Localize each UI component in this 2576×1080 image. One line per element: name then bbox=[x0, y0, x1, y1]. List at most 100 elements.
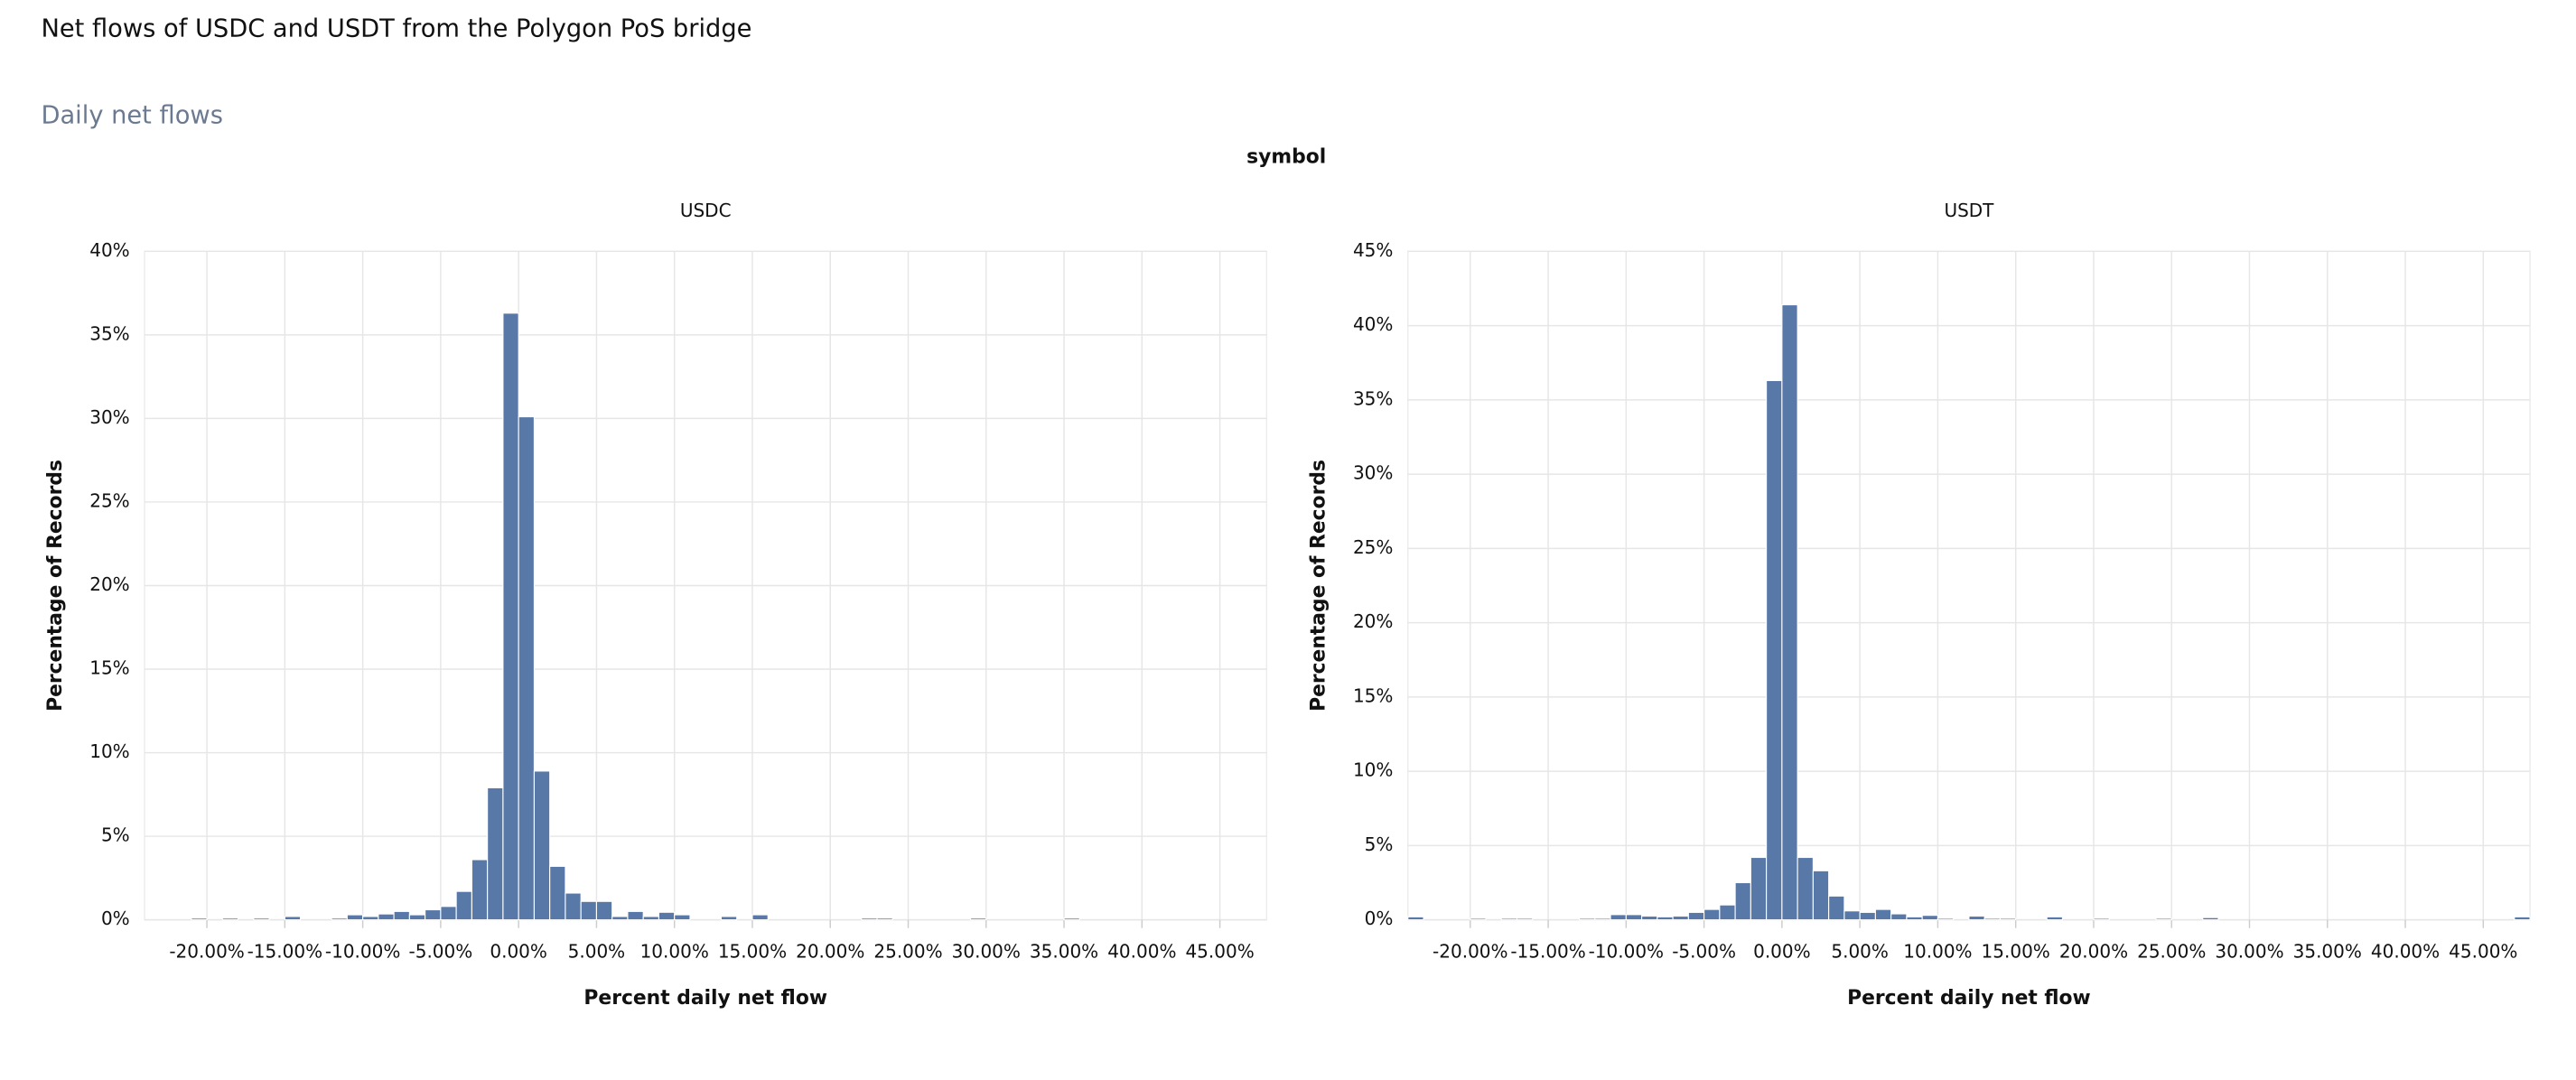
y-tick-label: 0% bbox=[1365, 908, 1394, 929]
x-tick-label: -10.00% bbox=[325, 940, 400, 962]
bar bbox=[1641, 915, 1658, 921]
x-tick-label: 45.00% bbox=[1185, 940, 1254, 962]
x-tick-label: -5.00% bbox=[409, 940, 473, 962]
bar bbox=[2093, 917, 2110, 921]
bar bbox=[2155, 917, 2172, 921]
x-tick-label: 35.00% bbox=[2293, 940, 2362, 962]
bar bbox=[1672, 915, 1689, 921]
bar bbox=[502, 312, 519, 921]
x-tick-label: 40.00% bbox=[2371, 940, 2440, 962]
x-tick-label: 35.00% bbox=[1030, 940, 1098, 962]
y-tick-label: 30% bbox=[89, 406, 129, 428]
bar bbox=[1063, 917, 1080, 921]
bar bbox=[1719, 904, 1736, 921]
bar bbox=[565, 892, 582, 921]
y-tick-label: 5% bbox=[101, 824, 130, 846]
bar bbox=[861, 917, 878, 921]
bar bbox=[1968, 915, 1985, 921]
bar bbox=[346, 914, 364, 921]
panel-title: USDT bbox=[1944, 200, 1994, 221]
bar bbox=[1906, 916, 1923, 921]
x-tick-label: -5.00% bbox=[1672, 940, 1736, 962]
page-title: Net flows of USDC and USDT from the Poly… bbox=[41, 14, 751, 42]
bar bbox=[1937, 917, 1955, 921]
y-tick-label: 0% bbox=[101, 908, 130, 929]
y-tick-label: 15% bbox=[1353, 684, 1393, 706]
bar bbox=[1517, 917, 1534, 921]
bar bbox=[408, 914, 426, 921]
x-tick-label: 30.00% bbox=[952, 940, 1021, 962]
bar bbox=[1407, 916, 1424, 921]
bar bbox=[642, 916, 659, 921]
y-tick-label: 20% bbox=[89, 573, 129, 595]
bar bbox=[455, 890, 472, 921]
bar bbox=[2046, 916, 2063, 921]
facet-title: symbol bbox=[1246, 146, 1326, 169]
bar bbox=[876, 917, 893, 921]
x-tick-label: 25.00% bbox=[873, 940, 942, 962]
y-tick-label: 40% bbox=[1353, 313, 1393, 335]
bar bbox=[627, 910, 644, 921]
bar bbox=[2514, 916, 2531, 921]
panel-title: USDC bbox=[680, 200, 732, 221]
bar bbox=[533, 770, 551, 921]
x-tick-label: -20.00% bbox=[1433, 940, 1507, 962]
bar bbox=[221, 917, 239, 921]
x-tick-label: 10.00% bbox=[640, 940, 709, 962]
bar bbox=[1500, 917, 1518, 921]
y-tick-label: 15% bbox=[89, 657, 129, 679]
y-axis-label: Percentage of Records bbox=[1308, 460, 1330, 712]
x-tick-label: 15.00% bbox=[1982, 940, 2050, 962]
bar bbox=[1812, 870, 1830, 921]
bar bbox=[1687, 911, 1705, 921]
subtitle: Daily net flows bbox=[41, 102, 222, 130]
bar bbox=[440, 906, 457, 921]
y-tick-label: 35% bbox=[1353, 387, 1393, 409]
x-tick-label: 20.00% bbox=[2059, 940, 2128, 962]
bar bbox=[518, 416, 535, 921]
x-tick-label: -10.00% bbox=[1589, 940, 1664, 962]
x-tick-label: 15.00% bbox=[718, 940, 787, 962]
y-tick-label: 25% bbox=[1353, 536, 1393, 558]
bar bbox=[751, 914, 769, 921]
bar bbox=[658, 911, 676, 921]
bar bbox=[331, 917, 348, 921]
bar bbox=[1766, 379, 1783, 921]
bar bbox=[191, 917, 208, 921]
bar bbox=[1781, 304, 1798, 921]
x-tick-label: 30.00% bbox=[2215, 940, 2283, 962]
bar bbox=[1625, 914, 1643, 921]
bar bbox=[674, 914, 691, 921]
x-tick-label: 0.00% bbox=[1753, 940, 1811, 962]
bar bbox=[1579, 917, 1596, 921]
bar bbox=[1859, 911, 1876, 921]
bar bbox=[969, 917, 987, 921]
bar bbox=[1843, 910, 1861, 921]
bar bbox=[1470, 917, 1487, 921]
bar bbox=[580, 900, 597, 921]
bar bbox=[611, 916, 629, 921]
x-tick-label: -20.00% bbox=[169, 940, 244, 962]
bar bbox=[487, 787, 504, 921]
bar bbox=[253, 917, 270, 921]
y-tick-label: 20% bbox=[1353, 610, 1393, 632]
x-tick-label: 45.00% bbox=[2449, 940, 2517, 962]
y-tick-label: 25% bbox=[89, 489, 129, 511]
bar bbox=[549, 865, 566, 921]
bar bbox=[1750, 856, 1768, 921]
bar bbox=[1594, 917, 1611, 921]
bar bbox=[595, 900, 613, 921]
bar bbox=[1999, 917, 2017, 921]
bar bbox=[2202, 917, 2219, 921]
x-tick-label: 40.00% bbox=[1107, 940, 1176, 962]
bar bbox=[362, 916, 379, 921]
y-tick-label: 45% bbox=[1353, 239, 1393, 261]
bar bbox=[471, 859, 489, 921]
y-tick-label: 40% bbox=[89, 239, 129, 261]
x-axis-label: Percent daily net flow bbox=[583, 987, 827, 1010]
y-tick-label: 10% bbox=[1353, 759, 1393, 781]
bar bbox=[425, 908, 442, 921]
bar bbox=[1610, 914, 1627, 921]
y-tick-label: 35% bbox=[89, 322, 129, 344]
